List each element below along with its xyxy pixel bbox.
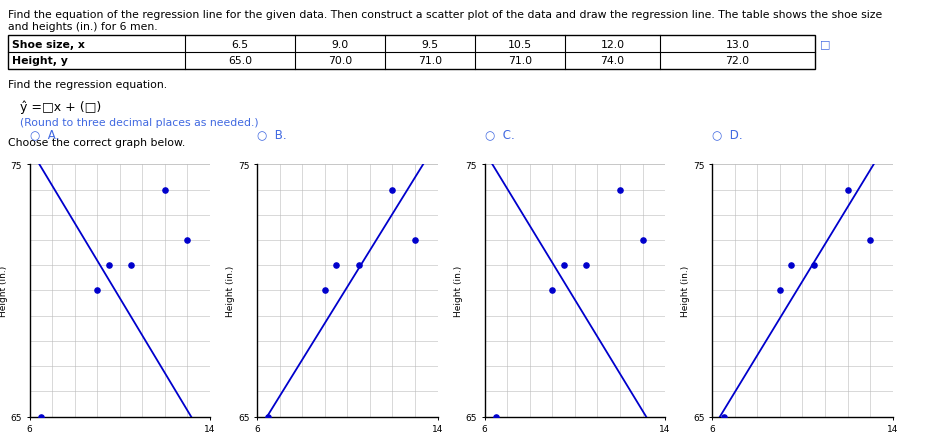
Point <box>33 413 48 420</box>
Text: □: □ <box>820 39 831 49</box>
Point <box>157 187 172 194</box>
Text: Height, y: Height, y <box>12 56 68 66</box>
Text: 10.5: 10.5 <box>508 39 532 49</box>
Point <box>783 262 798 269</box>
Point <box>352 262 366 269</box>
Text: Choose the correct graph below.: Choose the correct graph below. <box>8 138 185 148</box>
Text: ŷ =□x + (□): ŷ =□x + (□) <box>20 100 101 113</box>
Text: 12.0: 12.0 <box>600 39 624 49</box>
Point <box>328 262 343 269</box>
Point <box>385 187 400 194</box>
Point <box>101 262 116 269</box>
Text: 71.0: 71.0 <box>508 56 532 66</box>
Text: ○  A.: ○ A. <box>30 128 59 141</box>
Text: 70.0: 70.0 <box>327 56 352 66</box>
Text: 74.0: 74.0 <box>600 56 624 66</box>
Text: and heights (in.) for 6 men.: and heights (in.) for 6 men. <box>8 22 157 32</box>
Point <box>488 413 503 420</box>
Text: Shoe size, x: Shoe size, x <box>12 39 85 49</box>
Point <box>90 287 105 294</box>
Text: 71.0: 71.0 <box>418 56 442 66</box>
Text: Find the equation of the regression line for the given data. Then construct a sc: Find the equation of the regression line… <box>8 10 882 20</box>
Point <box>261 413 276 420</box>
Point <box>716 413 731 420</box>
Text: ○  C.: ○ C. <box>485 128 514 141</box>
Text: 9.5: 9.5 <box>422 39 438 49</box>
Text: 65.0: 65.0 <box>228 56 252 66</box>
Text: 6.5: 6.5 <box>231 39 249 49</box>
Point <box>612 187 627 194</box>
Text: ○  D.: ○ D. <box>712 128 743 141</box>
Point <box>579 262 594 269</box>
Point <box>545 287 560 294</box>
Text: 13.0: 13.0 <box>725 39 749 49</box>
Point <box>408 237 423 244</box>
Point <box>840 187 855 194</box>
Y-axis label: Height (in.): Height (in.) <box>0 265 7 316</box>
Text: ○  B.: ○ B. <box>257 128 287 141</box>
Y-axis label: Height (in.): Height (in.) <box>682 265 690 316</box>
Y-axis label: Height (in.): Height (in.) <box>454 265 462 316</box>
Bar <box>8 36 815 70</box>
Point <box>772 287 787 294</box>
Text: 9.0: 9.0 <box>331 39 349 49</box>
Point <box>317 287 332 294</box>
Text: Find the regression equation.: Find the regression equation. <box>8 80 167 90</box>
Point <box>556 262 571 269</box>
Point <box>180 237 195 244</box>
Point <box>124 262 139 269</box>
Point <box>863 237 878 244</box>
Point <box>635 237 650 244</box>
Point <box>807 262 821 269</box>
Text: 72.0: 72.0 <box>725 56 749 66</box>
Text: (Round to three decimal places as needed.): (Round to three decimal places as needed… <box>20 118 259 128</box>
Y-axis label: Height (in.): Height (in.) <box>227 265 235 316</box>
